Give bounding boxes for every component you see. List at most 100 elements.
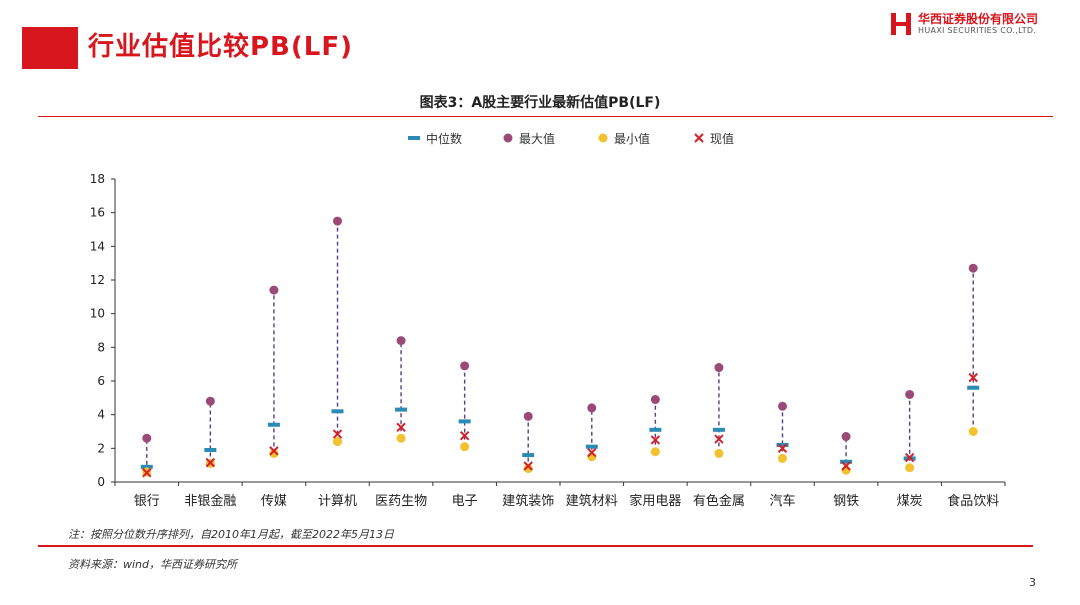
x-tick-label: 建筑材料 xyxy=(566,493,618,509)
x-tick-label: 钢铁 xyxy=(833,494,859,509)
current-point xyxy=(968,372,978,383)
current-point xyxy=(650,435,661,445)
median-mark xyxy=(776,442,789,447)
x-tick-label: 汽车 xyxy=(769,493,795,509)
y-tick-label: 2 xyxy=(97,441,105,455)
min-point xyxy=(333,437,342,447)
current-point xyxy=(714,434,724,444)
current-point xyxy=(142,468,152,478)
current-point xyxy=(459,431,470,441)
min-point xyxy=(523,464,533,474)
legend-current-marker xyxy=(694,133,704,143)
current-point-stroke xyxy=(904,452,915,463)
current-point-stroke xyxy=(523,461,533,471)
footer-rule xyxy=(38,545,1033,547)
max-point xyxy=(460,361,470,371)
x-tick-label: 银行 xyxy=(134,494,160,509)
x-tick-label: 建筑装饰 xyxy=(502,493,554,509)
min-point xyxy=(396,433,406,443)
footnote: 注：按照分位数升序排列，自2010年1月起，截至2022年5月13日 xyxy=(68,528,394,541)
median-mark xyxy=(267,422,280,427)
x-tick-label: 传媒 xyxy=(261,494,287,509)
max-point xyxy=(778,401,787,411)
x-tick-label: 家用电器 xyxy=(629,493,681,509)
max-point xyxy=(142,433,152,443)
min-point xyxy=(778,453,787,463)
legend-label-current: 现值 xyxy=(710,131,735,146)
y-tick-label: 16 xyxy=(90,206,105,220)
median-mark xyxy=(967,385,980,390)
x-tick-label: 计算机 xyxy=(318,494,357,509)
x-tick-label: 非银金融 xyxy=(184,493,236,509)
max-point xyxy=(905,389,915,399)
source-note: 资料来源：wind，华西证券研究所 xyxy=(68,558,238,571)
current-point-stroke xyxy=(459,431,470,441)
y-tick-label: 18 xyxy=(90,172,105,186)
huaxi-logo-icon xyxy=(891,13,911,35)
brand-logo-group: 华西证券股份有限公司 HUAXI SECURITIES CO.,LTD. xyxy=(890,10,1070,40)
current-point-stroke xyxy=(587,447,597,458)
legend-max-marker xyxy=(503,133,513,143)
min-point xyxy=(269,448,279,458)
median-mark xyxy=(585,444,598,449)
current-point xyxy=(904,452,915,463)
median-mark xyxy=(522,453,535,458)
current-point-stroke xyxy=(650,435,661,445)
median-mark xyxy=(649,427,662,432)
current-point xyxy=(332,429,343,439)
median-mark xyxy=(140,464,153,469)
title-accent-block xyxy=(22,27,78,69)
current-point xyxy=(523,461,533,471)
min-point xyxy=(460,442,470,452)
max-point xyxy=(396,336,406,346)
legend-item-current: 现值 xyxy=(694,129,734,147)
y-tick-label: 6 xyxy=(97,374,105,388)
current-point-stroke xyxy=(332,429,343,439)
current-point xyxy=(269,446,279,456)
min-point xyxy=(968,427,978,436)
y-tick-label: 0 xyxy=(97,475,105,489)
current-point-stroke xyxy=(968,372,978,383)
max-point xyxy=(714,363,724,373)
y-tick-label: 10 xyxy=(90,307,105,321)
current-point-stroke xyxy=(142,468,152,478)
slide-title: 行业估值比较PB(LF) xyxy=(88,32,353,62)
legend-label-median: 中位数 xyxy=(426,131,463,146)
current-point xyxy=(205,457,216,468)
current-point xyxy=(587,447,597,458)
x-tick-label: 有色金属 xyxy=(693,493,745,509)
brand-name: 华西证券股份有限公司 xyxy=(918,12,1039,26)
current-point-stroke xyxy=(396,422,406,432)
current-point-stroke xyxy=(714,434,724,444)
current-point-stroke xyxy=(269,446,279,456)
legend-label-min: 最小值 xyxy=(614,131,651,146)
min-point xyxy=(650,447,660,457)
legend-item-median: 中位数 xyxy=(408,129,462,147)
y-tick-label: 14 xyxy=(90,239,105,253)
x-tick-label: 食品饮料 xyxy=(947,493,999,509)
y-tick-label: 4 xyxy=(97,408,105,422)
current-point-stroke xyxy=(205,457,216,468)
x-tick-label: 电子 xyxy=(452,494,478,509)
max-point xyxy=(523,411,533,421)
legend-item-max: 最大值 xyxy=(503,129,555,147)
max-point xyxy=(269,285,279,295)
current-point-stroke xyxy=(777,443,788,454)
median-mark xyxy=(395,407,408,412)
current-point xyxy=(777,443,788,454)
median-mark xyxy=(204,448,217,453)
median-mark xyxy=(331,409,344,414)
brand-subtitle: HUAXI SECURITIES CO.,LTD. xyxy=(918,26,1037,35)
y-tick-label: 8 xyxy=(97,340,105,354)
median-mark xyxy=(458,419,471,424)
legend-label-max: 最大值 xyxy=(519,131,556,146)
legend-median-marker xyxy=(408,136,420,140)
max-point xyxy=(333,216,342,226)
max-point xyxy=(841,432,851,442)
chart-title-rule xyxy=(38,116,1053,117)
chart-title: 图表3：A股主要行业最新估值PB(LF) xyxy=(419,95,661,111)
chart-legend: 中位数 最大值 最小值 现值 xyxy=(0,129,1080,147)
x-tick-label: 煤炭 xyxy=(897,494,923,509)
max-point xyxy=(205,396,215,406)
